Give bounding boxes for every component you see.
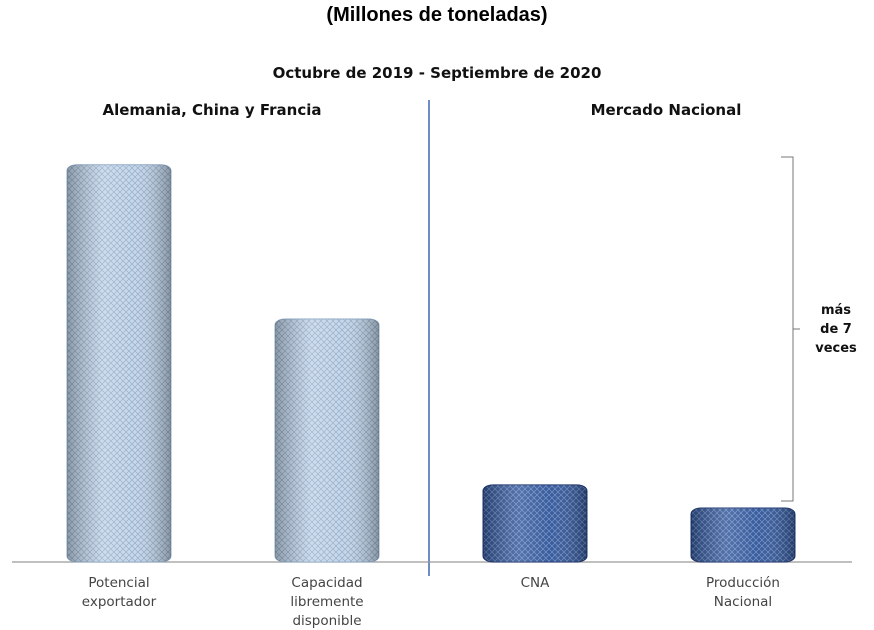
bar-3 (690, 507, 796, 563)
bar-0 (66, 164, 172, 563)
bar-shade-2 (483, 484, 587, 562)
category-label-1: Capacidad libremente disponible (290, 575, 363, 629)
page-title: (Millones de toneladas) (326, 4, 548, 26)
bar-1 (274, 318, 380, 563)
bar-2 (482, 484, 588, 563)
bar-shade-1 (275, 319, 379, 562)
category-label-0: Potencial exportador (82, 575, 157, 610)
category-label-2: CNA (521, 575, 551, 591)
bar-shade-0 (67, 164, 171, 562)
group-label-left: Alemania, China y Francia (102, 101, 321, 119)
annotation-text: más de 7 veces (815, 303, 857, 356)
chart-subtitle: Octubre de 2019 - Septiembre de 2020 (273, 64, 602, 82)
annotation-label: más de 7 veces (815, 303, 857, 356)
annotation-bracket (781, 156, 800, 502)
category-label-3: Producción Nacional (706, 575, 780, 610)
category-labels: Potencial exportador Capacidad libremente di… (82, 575, 780, 629)
group-label-right: Mercado Nacional (591, 101, 742, 119)
bars-layer (66, 164, 796, 563)
bar-shade-3 (691, 508, 795, 562)
